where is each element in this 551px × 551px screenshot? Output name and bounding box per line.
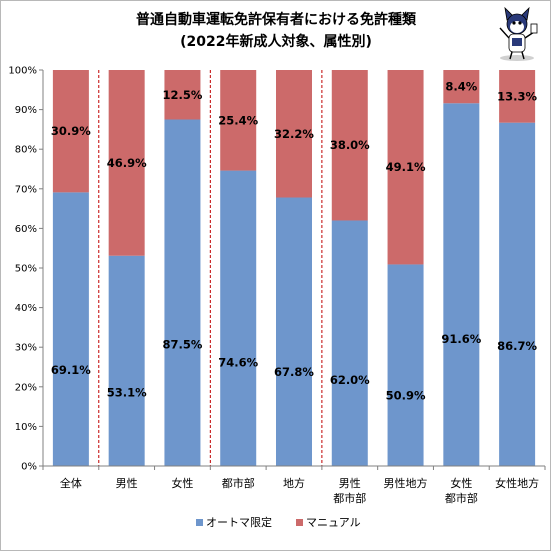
bar-automatic bbox=[108, 255, 145, 466]
bar-manual bbox=[164, 70, 201, 120]
y-tick-label: 30% bbox=[15, 343, 37, 354]
x-category-label: 男性 bbox=[116, 476, 138, 490]
x-category-label: 女性地方 bbox=[495, 476, 539, 490]
data-label-automatic: 87.5% bbox=[162, 338, 202, 352]
bar-automatic bbox=[331, 220, 368, 466]
legend-swatch-manual bbox=[296, 519, 303, 526]
x-category-label: 都市部 bbox=[445, 491, 478, 505]
bar-manual bbox=[499, 70, 536, 123]
x-category-label: 男性 bbox=[339, 476, 361, 490]
bar-automatic bbox=[276, 197, 312, 466]
bar-manual bbox=[108, 70, 145, 256]
data-label-manual: 13.3% bbox=[497, 89, 537, 103]
y-tick-label: 70% bbox=[15, 184, 37, 195]
data-label-manual: 25.4% bbox=[218, 113, 258, 127]
data-label-manual: 8.4% bbox=[445, 80, 477, 94]
data-label-automatic: 50.9% bbox=[386, 388, 426, 402]
chart-title: 普通自動車運転免許保有者における免許種類 bbox=[136, 11, 417, 28]
data-label-automatic: 74.6% bbox=[218, 356, 258, 370]
data-label-manual: 30.9% bbox=[51, 124, 91, 138]
mascot-illustration bbox=[499, 6, 538, 61]
y-tick-label: 10% bbox=[15, 422, 37, 433]
legend-label-manual: マニュアル bbox=[306, 516, 361, 529]
x-category-label: 男性地方 bbox=[384, 476, 428, 490]
y-tick-label: 40% bbox=[15, 303, 37, 314]
data-label-manual: 38.0% bbox=[330, 138, 370, 152]
bar-automatic bbox=[220, 170, 257, 467]
data-label-manual: 46.9% bbox=[107, 156, 147, 170]
x-category-label: 都市部 bbox=[222, 476, 255, 490]
data-label-automatic: 86.7% bbox=[497, 339, 537, 353]
bar-manual bbox=[387, 70, 424, 265]
legend-label-automatic: オートマ限定 bbox=[206, 515, 272, 529]
y-tick-label: 0% bbox=[21, 462, 37, 473]
legend: オートマ限定 マニュアル bbox=[196, 515, 361, 529]
y-tick-label: 90% bbox=[15, 105, 37, 116]
data-label-automatic: 69.1% bbox=[51, 363, 91, 377]
bar-manual bbox=[220, 70, 257, 171]
bar-automatic bbox=[164, 119, 201, 466]
bar-automatic bbox=[387, 264, 424, 466]
data-labels: 69.1% 30.9% 53.1% 46.9% 87.5% 12.5% 74.6% 25.4%… bbox=[51, 80, 538, 403]
y-axis: 0% 10% 20% 30% 40% 50% 60% 70% 80% 90% 100% bbox=[8, 66, 44, 473]
data-label-automatic: 53.1% bbox=[107, 385, 147, 399]
group-separators bbox=[98, 70, 323, 466]
y-tick-label: 60% bbox=[15, 224, 37, 235]
bars bbox=[52, 70, 536, 467]
data-label-automatic: 62.0% bbox=[330, 373, 370, 387]
bar-automatic bbox=[443, 103, 480, 466]
y-tick-label: 100% bbox=[8, 66, 37, 77]
y-tick-label: 20% bbox=[15, 382, 37, 393]
bar-automatic bbox=[52, 192, 89, 466]
x-category-label: 都市部 bbox=[333, 491, 366, 505]
data-label-manual: 49.1% bbox=[386, 160, 426, 174]
bar-automatic bbox=[499, 122, 536, 466]
data-label-manual: 32.2% bbox=[274, 127, 314, 141]
bar-manual bbox=[443, 70, 480, 104]
y-tick-label: 80% bbox=[15, 145, 37, 156]
bar-manual bbox=[276, 70, 312, 198]
bar-manual bbox=[52, 70, 89, 193]
bar-manual bbox=[331, 70, 368, 221]
x-category-label: 地方 bbox=[283, 476, 305, 490]
x-category-label: 女性 bbox=[450, 476, 472, 490]
y-tick-label: 50% bbox=[15, 264, 37, 275]
x-category-label: 全体 bbox=[60, 476, 82, 490]
x-category-label: 女性 bbox=[171, 476, 193, 490]
data-label-manual: 12.5% bbox=[162, 88, 202, 102]
legend-swatch-automatic bbox=[196, 519, 203, 526]
data-label-automatic: 91.6% bbox=[441, 332, 481, 346]
data-label-automatic: 67.8% bbox=[274, 365, 314, 379]
chart-subtitle: (2022年新成人対象、属性別) bbox=[180, 33, 372, 50]
